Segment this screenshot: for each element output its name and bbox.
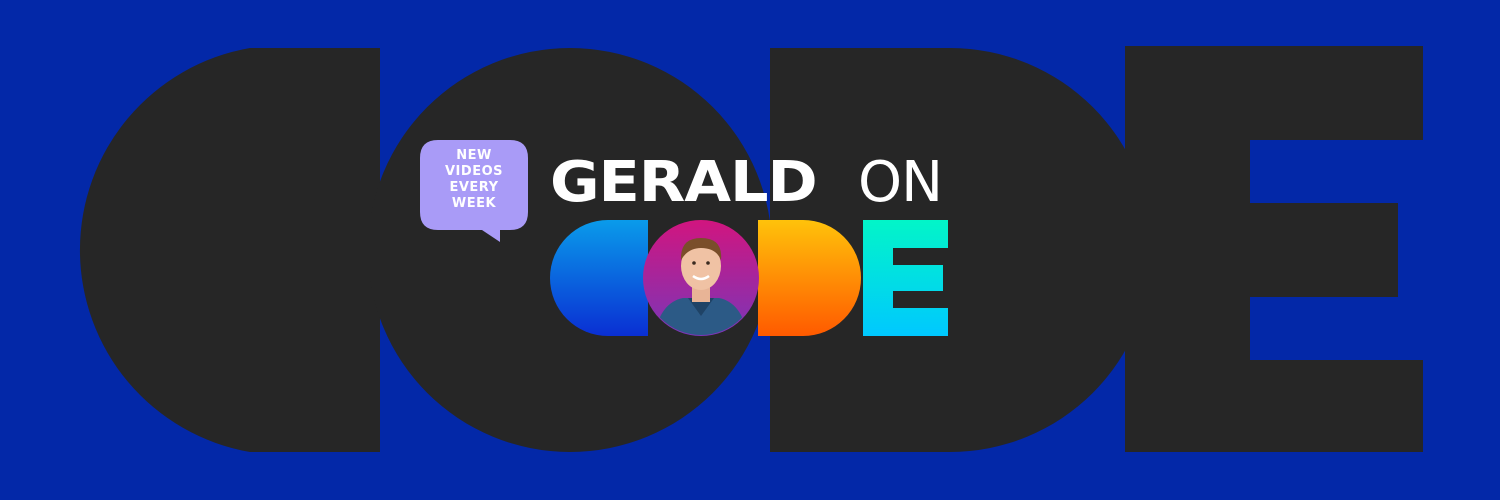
bubble-line: EVERY: [449, 180, 499, 195]
background-letter-d: [770, 48, 1152, 452]
speech-bubble-icon: [420, 140, 528, 242]
logo-letter-e: [863, 220, 948, 336]
bubble-line: NEW: [456, 148, 492, 163]
bubble-line: WEEK: [451, 196, 497, 211]
logo-letter-c: [550, 220, 648, 336]
background-letter-c: [79, 48, 380, 452]
code-logo: [550, 220, 948, 336]
bubble-text: NEW VIDEOS EVERY WEEK: [420, 148, 528, 212]
logo-letter-d: [758, 220, 861, 336]
bubble-line: VIDEOS: [445, 164, 503, 179]
title-connector: ON: [858, 150, 943, 215]
title-line: GERALD ON: [550, 150, 943, 220]
background-letter-e: [1125, 46, 1423, 452]
avatar: [643, 220, 759, 336]
title-name: GERALD: [550, 150, 818, 215]
new-videos-bubble: NEW VIDEOS EVERY WEEK: [420, 140, 528, 242]
